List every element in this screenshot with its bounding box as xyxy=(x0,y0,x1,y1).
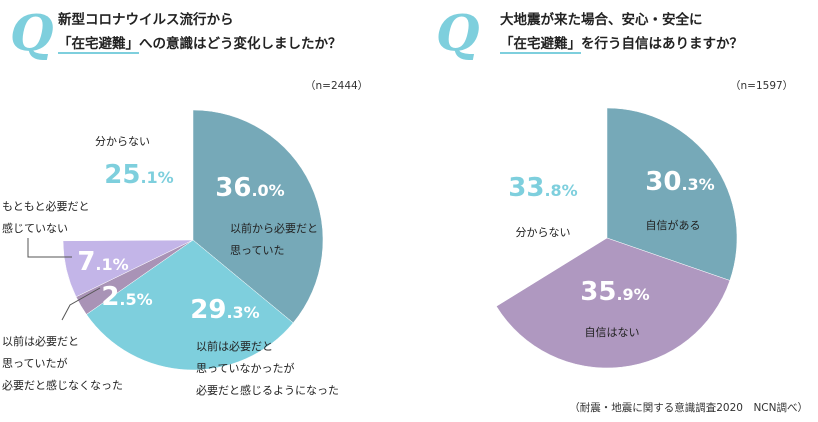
pie1-value-0: 30.3% xyxy=(645,167,714,197)
pie0-value-1: 29.3% xyxy=(190,295,259,325)
pie0-slice-3 xyxy=(62,239,194,298)
pie0-label-1: 思っていなかったが xyxy=(196,361,294,375)
sample-size-right: （n=1597） xyxy=(730,80,794,92)
pie0-value-0: 36.0% xyxy=(215,173,284,203)
pie0-label-2: 必要だと感じなくなった xyxy=(2,379,123,392)
question-badge-right: Q xyxy=(436,3,480,62)
pie0-label-4: 分からない xyxy=(95,135,150,148)
pie0-label-0: 以前から必要だと xyxy=(230,221,318,235)
pie0-label-2: 思っていたが xyxy=(2,356,67,370)
pie1-value-1: 35.9% xyxy=(580,277,649,307)
pie0-value-2: 2.5% xyxy=(101,282,152,312)
pie0-label-2: 以前は必要だと xyxy=(2,334,79,348)
pie0-label-1: 以前は必要だと xyxy=(196,339,273,353)
pie1-value-2: 33.8% xyxy=(508,173,577,203)
chart-title-right-line1: 大地震が来た場合、安心・安全に xyxy=(500,12,703,28)
chart-title-left: 新型コロナウイルス流行から 「在宅避難」への意識はどう変化しましたか？ xyxy=(58,8,342,56)
source-note: （耐震・地震に関する意識調査2020 NCN調べ） xyxy=(569,402,808,414)
pie0-leader-3 xyxy=(27,238,72,258)
pie1-slice-1 xyxy=(496,237,731,369)
pie0-label-0: 思っていた xyxy=(230,244,284,257)
pie0-slice-0 xyxy=(192,109,324,324)
pie0-label-3: 感じていない xyxy=(2,222,68,235)
pie0-slice-1 xyxy=(86,239,294,371)
pie1-label-0: 自信がある xyxy=(646,218,701,232)
chart-title-right-highlight: 「在宅避難」 xyxy=(500,36,581,54)
pie0-label-1: 必要だと感じるようになった xyxy=(196,384,339,397)
pie1-label-1: 自信はない xyxy=(585,326,640,339)
pie0-value-4: 25.1% xyxy=(104,160,173,190)
pie1-label-2: 分からない xyxy=(516,226,571,239)
chart-title-left-line1: 新型コロナウイルス流行から xyxy=(58,12,234,28)
pie0-value-3: 7.1% xyxy=(77,247,128,277)
pie1-slice-0 xyxy=(606,107,738,281)
pie0-label-3: もともと必要だと xyxy=(2,200,90,213)
chart-title-right: 大地震が来た場合、安心・安全に 「在宅避難」を行う自信はありますか？ xyxy=(500,8,743,56)
question-badge-left: Q xyxy=(10,3,54,62)
pie1-slice-2 xyxy=(477,108,607,307)
chart-title-left-rest: への意識はどう変化しましたか？ xyxy=(139,36,342,52)
pie0-slice-4 xyxy=(62,109,194,241)
pie0-leader-2 xyxy=(61,287,101,321)
chart-title-left-highlight: 「在宅避難」 xyxy=(58,36,139,54)
chart-title-right-rest: を行う自信はありますか？ xyxy=(581,36,743,52)
sample-size-left: （n=2444） xyxy=(305,80,369,92)
